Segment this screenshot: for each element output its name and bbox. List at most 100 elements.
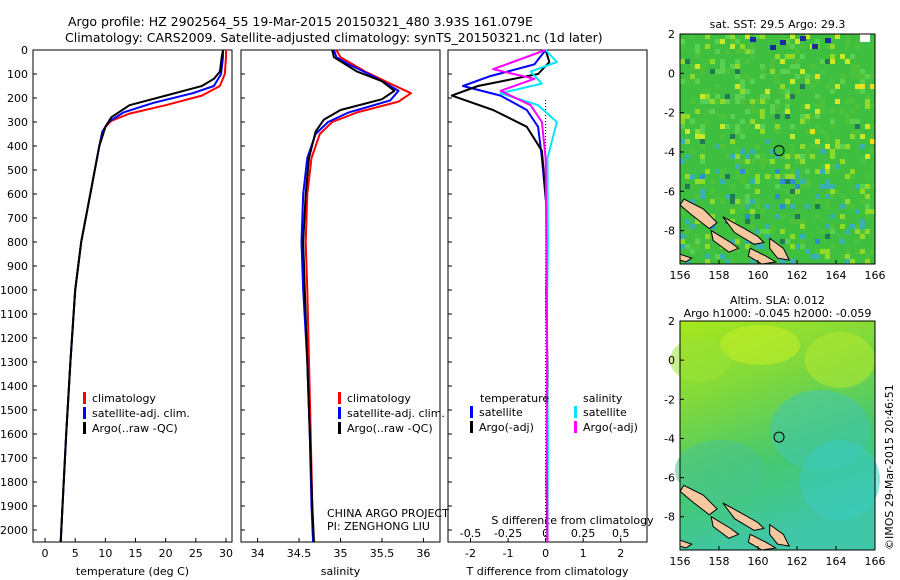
sst-cell	[845, 204, 850, 209]
sst-cell	[740, 84, 745, 89]
sst-cell	[680, 159, 685, 164]
sst-cell	[850, 109, 855, 114]
sst-cell	[860, 234, 865, 239]
difference-series-argo-adj-	[492, 49, 549, 543]
sst-cell	[725, 34, 730, 39]
difference-x2-axis-label: S difference from climatology	[491, 514, 654, 527]
sst-cell	[695, 109, 700, 114]
sst-cell	[805, 204, 810, 209]
sst-cell	[780, 179, 785, 184]
temperature-x-tick-label: 5	[72, 547, 79, 560]
sst-cell	[780, 229, 785, 234]
sst-cell	[725, 49, 730, 54]
difference-x-tick-label: -2	[465, 547, 476, 560]
sst-cell	[845, 249, 850, 254]
sst-cell	[735, 159, 740, 164]
sst-cell	[745, 194, 750, 199]
sst-cell	[830, 229, 835, 234]
legend-label: satellite-adj. clim.	[92, 407, 190, 420]
sst-cell	[850, 169, 855, 174]
sst-cell	[705, 169, 710, 174]
difference-x-axis-label: T difference from climatology	[466, 565, 629, 578]
sst-cell	[720, 174, 725, 179]
figure-title-line1: Argo profile: HZ 2902564_55 19-Mar-2015 …	[68, 14, 533, 29]
sst-cell	[780, 84, 785, 89]
sla-map-panel: 156 158 160 162 164 166 2 0 -2 -4 -6 -8 Altim. SLA: …	[664, 294, 885, 568]
sst-cell	[710, 214, 715, 219]
sst-cell	[830, 59, 835, 64]
sst-cell	[740, 199, 745, 204]
sst-missing-data	[860, 34, 870, 42]
sst-cell	[860, 84, 865, 89]
sst-cell	[860, 184, 865, 189]
sst-cell	[715, 99, 720, 104]
sst-cell	[735, 249, 740, 254]
sst-cell	[815, 74, 820, 79]
sst-cell	[775, 114, 780, 119]
sst-cell	[865, 99, 870, 104]
sst-cell	[770, 69, 775, 74]
sst-cell	[690, 249, 695, 254]
sst-cell	[800, 144, 805, 149]
sla_map-y-tick-label: 2	[668, 315, 675, 328]
sst-cell	[830, 224, 835, 229]
sst-cell	[750, 149, 755, 154]
difference-x2-tick-label: -0.5	[460, 527, 481, 540]
sst-cell	[715, 49, 720, 54]
temperature-plot-frame	[32, 49, 233, 543]
temperature-x-tick-label: 10	[98, 547, 112, 560]
sst-cell	[750, 259, 755, 264]
sst-cell	[790, 44, 795, 49]
sst-cell	[860, 189, 865, 194]
sst-cell	[815, 169, 820, 174]
sst-cell	[785, 69, 790, 74]
sst-cell	[840, 239, 845, 244]
sst-cell	[790, 204, 795, 209]
sst-cell	[785, 44, 790, 49]
sst-cell	[700, 154, 705, 159]
sst-cell	[780, 59, 785, 64]
island-shape	[769, 523, 791, 547]
legend-swatch	[470, 406, 473, 418]
sst-cell	[695, 134, 700, 139]
legend-swatch	[338, 392, 341, 404]
sst-cell	[800, 119, 805, 124]
sst-cell	[855, 119, 860, 124]
sst-cell	[805, 74, 810, 79]
sst-cell	[795, 169, 800, 174]
sst-cell	[865, 204, 870, 209]
sst-cell	[825, 249, 830, 254]
sst-cell	[795, 209, 800, 214]
temperature-x-tick-label: 30	[219, 547, 233, 560]
sst-cell	[695, 44, 700, 49]
sst-cell	[705, 89, 710, 94]
sst-cell	[760, 229, 765, 234]
sst-cell	[840, 79, 845, 84]
sst-cell	[715, 69, 720, 74]
sst-cell	[830, 124, 835, 129]
sst-cell	[745, 169, 750, 174]
sst-cell	[740, 99, 745, 104]
sst-cell	[815, 204, 820, 209]
sst-cell	[865, 214, 870, 219]
sst-cell	[825, 169, 830, 174]
sst-cell	[685, 219, 690, 224]
sst-cell	[755, 179, 760, 184]
sst-cell	[740, 129, 745, 134]
sst-cell	[760, 209, 765, 214]
sst-cell	[815, 109, 820, 114]
sst-cell	[830, 109, 835, 114]
sst-cell	[705, 254, 710, 259]
sst-cell	[745, 239, 750, 244]
sst-cell	[800, 54, 805, 59]
sst-cell	[715, 254, 720, 259]
sst-cell	[695, 219, 700, 224]
sst-cell	[795, 59, 800, 64]
sst-cell	[735, 154, 740, 159]
temperature-x-tick-label: 15	[129, 547, 143, 560]
sst-cell	[700, 159, 705, 164]
sla_map-subtitle: Argo h1000: -0.045 h2000: -0.059	[684, 307, 872, 320]
sst-cell	[720, 39, 725, 44]
sst-cell	[845, 34, 850, 39]
sst_map-y-tick-label: 0	[668, 67, 675, 80]
